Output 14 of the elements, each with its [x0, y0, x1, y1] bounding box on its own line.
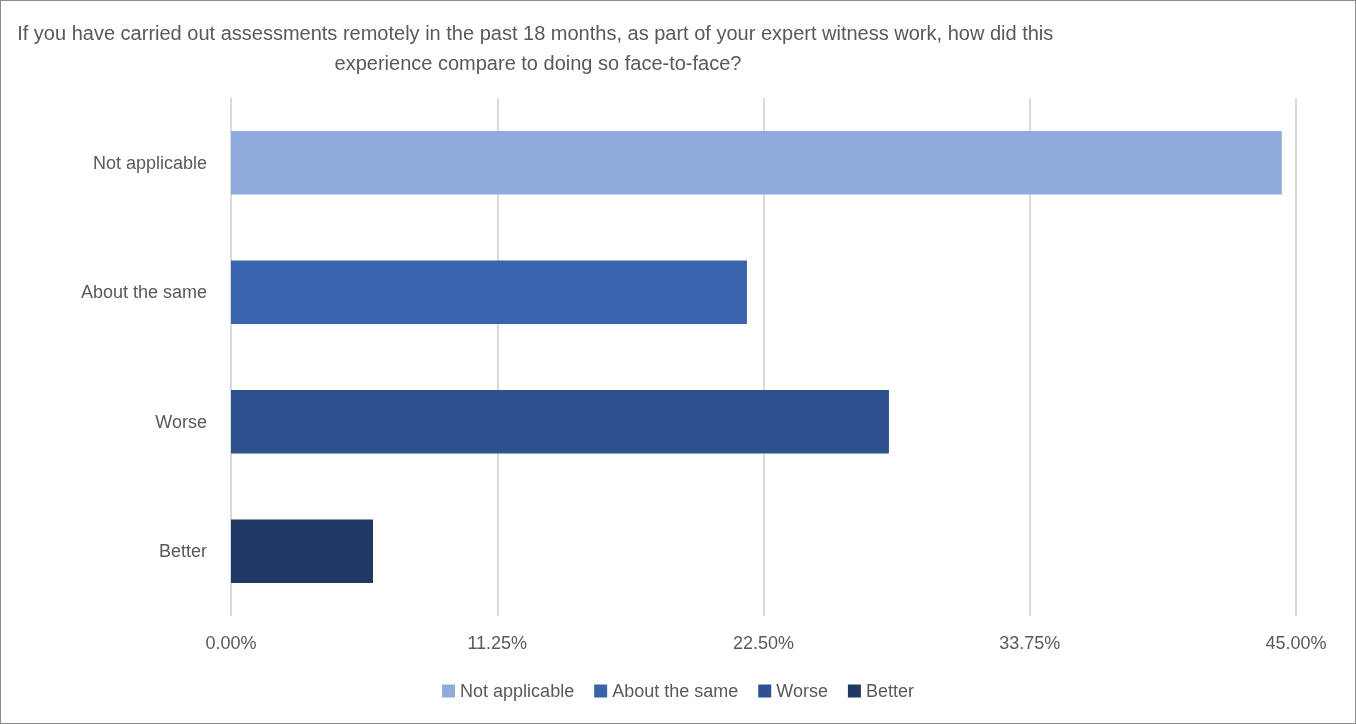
x-tick-label: 22.50% — [732, 633, 795, 653]
y-tick-label: Not applicable — [92, 152, 207, 173]
x-tick-label: 33.75% — [999, 633, 1061, 653]
y-tick-label: Worse — [155, 411, 207, 432]
y-tick-label: Better — [158, 541, 207, 562]
legend-label: Worse — [776, 681, 828, 701]
legend-label: Not applicable — [460, 681, 575, 701]
x-tick-label: 0.00% — [205, 633, 257, 653]
x-tick-label: 45.00% — [1265, 633, 1327, 653]
legend-label: Better — [865, 681, 914, 701]
chart-title: If you have carried out assessments remotely in the past 18 months, as part of your expert witness work, how did this experience compare to doing so face-to-face? — [17, 22, 1059, 74]
y-tick-label: About the same — [80, 282, 207, 303]
legend-label: About the same — [612, 681, 739, 701]
x-tick-label: 11.25% — [467, 633, 528, 653]
